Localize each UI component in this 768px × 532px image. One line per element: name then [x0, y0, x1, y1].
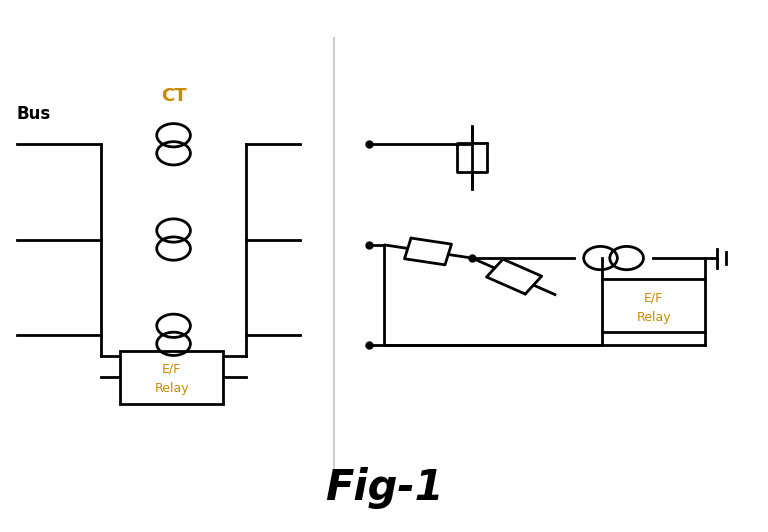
Bar — [602, 279, 705, 332]
Text: Relay: Relay — [154, 383, 189, 395]
Text: Bus: Bus — [17, 105, 51, 123]
Text: Relay: Relay — [637, 311, 671, 324]
Text: E/F: E/F — [644, 291, 664, 304]
Text: E/F: E/F — [162, 363, 181, 376]
Bar — [120, 351, 223, 404]
Text: CT: CT — [161, 87, 187, 105]
Text: Fig-1: Fig-1 — [325, 468, 443, 510]
